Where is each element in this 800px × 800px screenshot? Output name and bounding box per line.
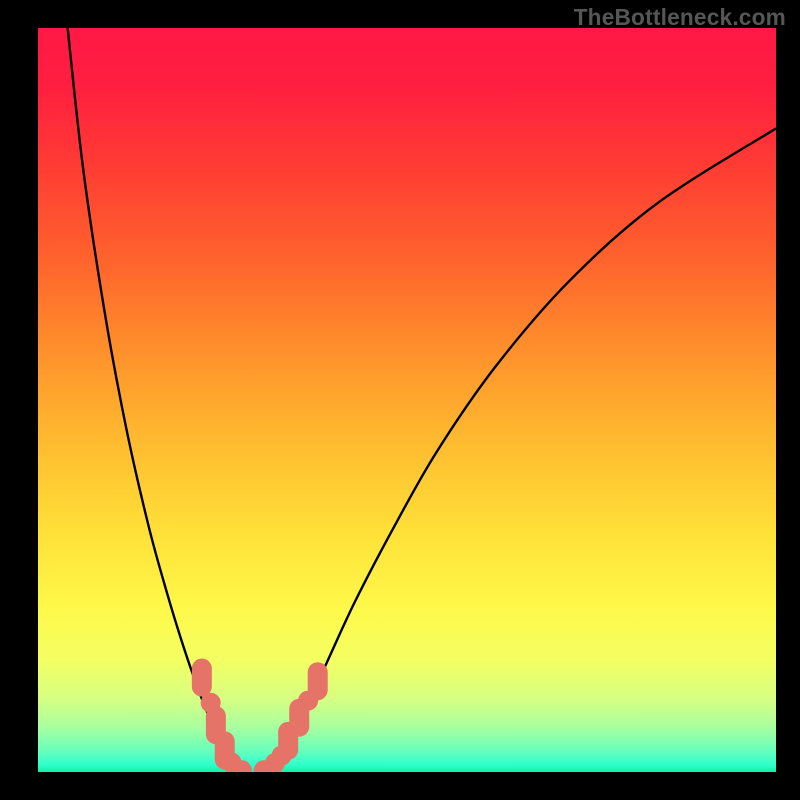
bottleneck-curve-left bbox=[64, 28, 245, 771]
marker-right-5 bbox=[308, 662, 328, 700]
curves-layer bbox=[38, 28, 776, 772]
bottleneck-curve-right bbox=[263, 128, 776, 770]
marker-left-0 bbox=[192, 659, 212, 697]
canvas: TheBottleneck.com bbox=[0, 0, 800, 800]
plot-area bbox=[38, 28, 776, 772]
watermark-text: TheBottleneck.com bbox=[574, 4, 786, 31]
